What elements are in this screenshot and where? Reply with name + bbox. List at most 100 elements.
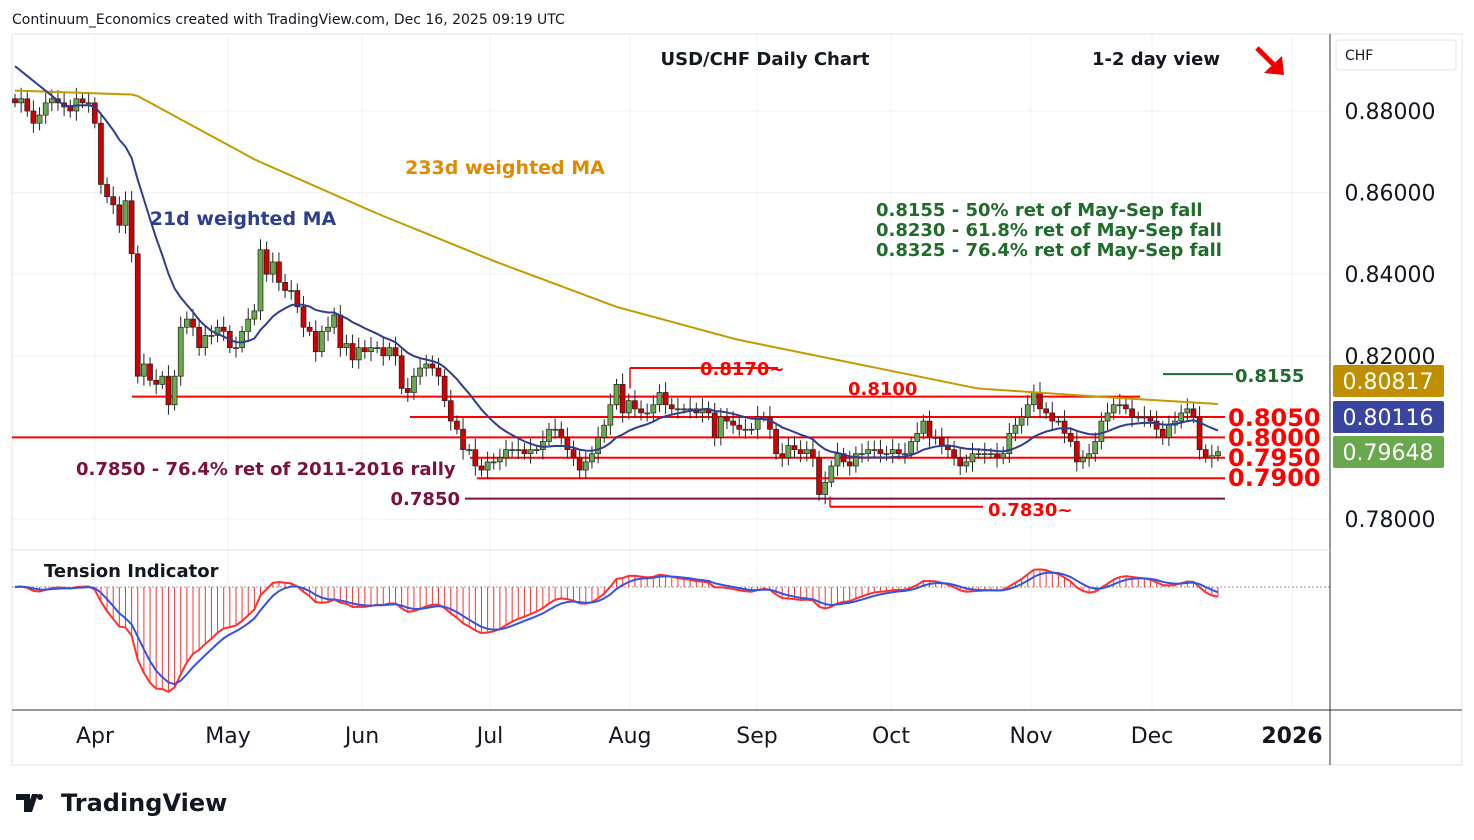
candle[interactable] [785,437,792,466]
candle[interactable] [1110,397,1117,420]
candle[interactable] [748,423,755,435]
candle[interactable] [245,308,252,342]
candle[interactable] [1209,444,1215,468]
candle[interactable] [515,439,522,460]
candle[interactable] [717,408,724,446]
candle[interactable] [349,334,356,369]
candle[interactable] [454,415,460,435]
candle[interactable] [1178,404,1185,429]
candle[interactable] [902,442,908,464]
candle[interactable] [269,252,276,283]
ma233-line[interactable] [14,89,1219,406]
candle[interactable] [1202,444,1209,463]
candle[interactable] [539,430,546,460]
candle[interactable] [184,311,190,335]
candle[interactable] [871,440,878,458]
candle[interactable] [650,395,657,422]
candle[interactable] [595,426,601,464]
candle[interactable] [546,422,552,448]
candle[interactable] [564,427,571,459]
candle[interactable] [134,245,141,384]
candle[interactable] [570,440,577,467]
candle[interactable] [619,373,626,423]
candle[interactable] [773,422,779,460]
candle[interactable] [638,400,644,421]
candle[interactable] [963,454,970,473]
candle[interactable] [282,274,288,299]
candle[interactable] [484,451,491,480]
candle[interactable] [668,397,675,415]
candle[interactable] [12,93,18,108]
candle[interactable] [503,439,509,467]
candle[interactable] [754,406,761,440]
candle[interactable] [398,349,405,395]
candle[interactable] [736,417,743,437]
candle[interactable] [730,411,736,435]
candle[interactable] [1073,430,1080,472]
candle[interactable] [1098,412,1105,450]
candle[interactable] [1123,398,1129,415]
candle[interactable] [613,378,620,410]
candle[interactable] [1018,407,1025,434]
candle[interactable] [853,446,859,473]
candle[interactable] [171,369,178,411]
candle[interactable] [601,419,608,443]
tradingview-logo[interactable]: TradingView [16,789,227,817]
candle[interactable] [214,319,221,343]
candle[interactable] [355,337,362,369]
candle[interactable] [239,326,245,353]
candle[interactable] [141,353,147,386]
candle[interactable] [625,393,632,420]
candle[interactable] [18,87,24,113]
candle[interactable] [165,365,172,415]
currency-box[interactable] [1335,39,1457,71]
candle[interactable] [938,427,945,455]
candle[interactable] [380,336,387,366]
candle[interactable] [48,89,55,112]
candle[interactable] [1166,415,1172,446]
candle[interactable] [1086,443,1092,467]
candle[interactable] [104,177,110,204]
candle[interactable] [300,295,307,338]
candle[interactable] [466,443,473,455]
candle[interactable] [374,341,380,354]
candle[interactable] [656,384,663,413]
candle[interactable] [202,326,209,356]
candle[interactable] [257,239,264,321]
candle[interactable] [1037,382,1043,419]
candle[interactable] [803,441,810,462]
candle[interactable] [147,357,153,387]
candle[interactable] [920,414,927,440]
candle[interactable] [251,304,258,326]
candle[interactable] [325,316,331,341]
candle[interactable] [552,418,558,439]
candle[interactable] [472,438,479,476]
candle[interactable] [834,442,841,476]
candle[interactable] [509,441,516,457]
candle[interactable] [840,447,847,468]
candle[interactable] [846,451,853,476]
candle[interactable] [797,440,804,463]
candle[interactable] [1012,416,1019,442]
candle[interactable] [1129,397,1135,427]
candle[interactable] [1147,410,1154,428]
candle[interactable] [521,443,528,460]
candle[interactable] [932,429,939,445]
candle[interactable] [576,449,583,478]
candle[interactable] [343,334,350,356]
candle[interactable] [368,337,374,362]
candle[interactable] [1080,450,1086,469]
candle[interactable] [312,320,319,362]
candle[interactable] [404,377,411,402]
candle[interactable] [816,450,822,501]
candle[interactable] [91,97,98,129]
candle[interactable] [42,93,49,124]
candle[interactable] [945,436,951,458]
candle[interactable] [1215,445,1221,462]
candle[interactable] [914,422,921,452]
candle[interactable] [190,309,196,337]
candle[interactable] [362,339,368,359]
candle[interactable] [675,397,681,419]
candle[interactable] [1153,410,1160,439]
candle[interactable] [767,406,773,440]
